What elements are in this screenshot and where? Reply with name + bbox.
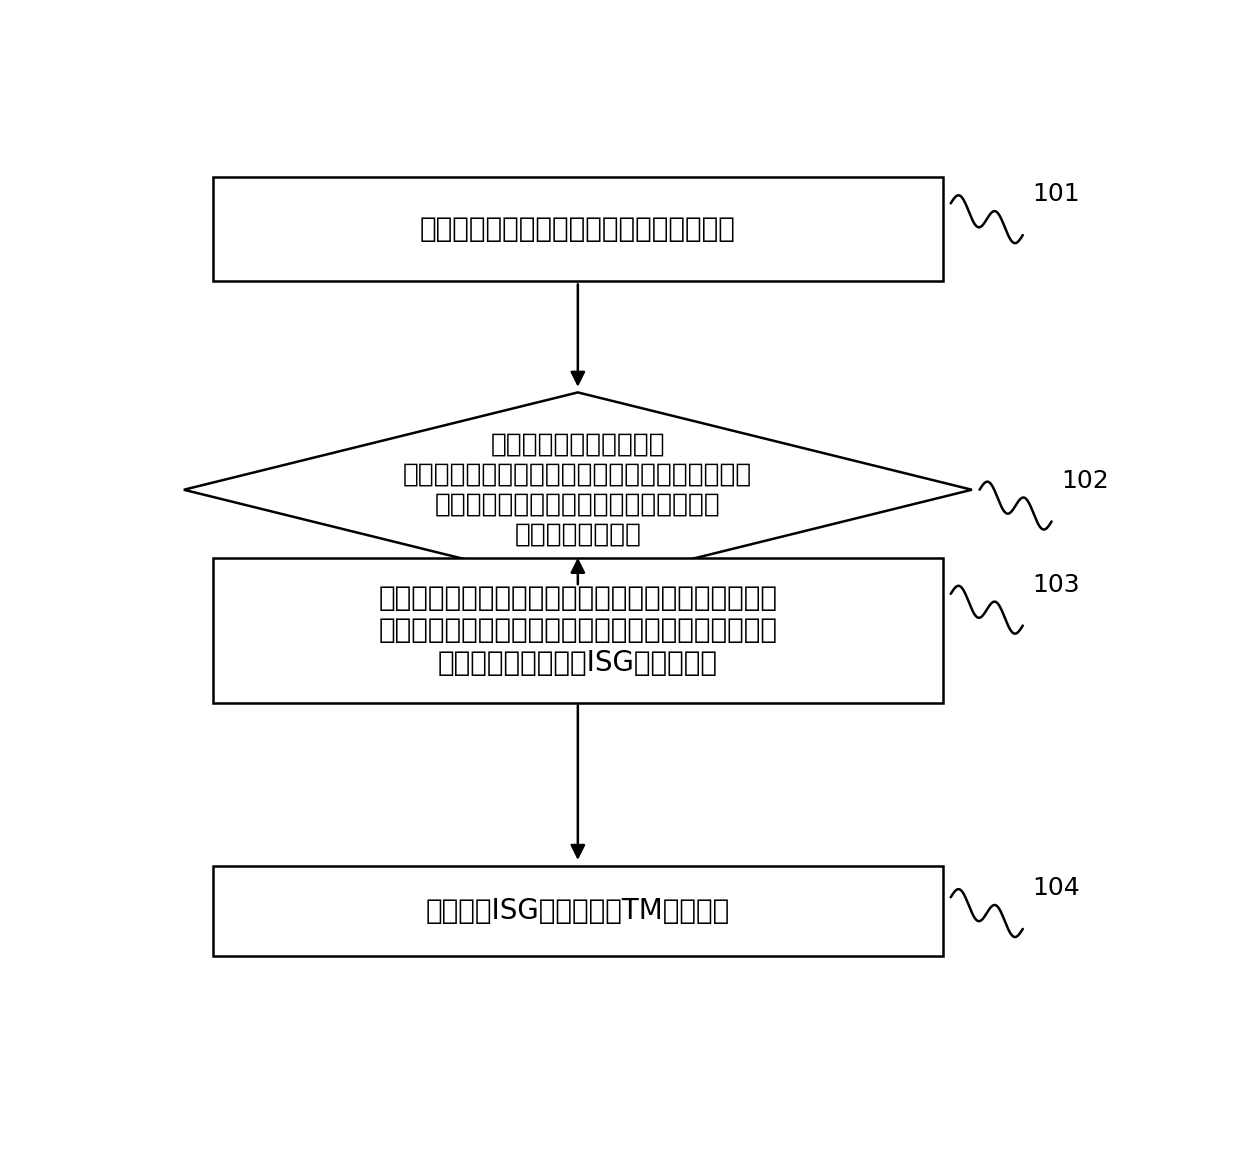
Text: 控制所述ISG发电机驱动TM驱动电机: 控制所述ISG发电机驱动TM驱动电机 [425,897,730,924]
FancyBboxPatch shape [213,178,944,281]
Polygon shape [184,393,972,587]
Text: 若所述动力电池当前温度下提供的功率无法满足车辆的
起步需求，且在所述动力电池温度小于温度阈值的情况
下，控制发动机带动ISG发动机发电: 若所述动力电池当前温度下提供的功率无法满足车辆的 起步需求，且在所述动力电池温度… [378,583,777,676]
Text: 101: 101 [1033,182,1080,206]
Text: 当接收到车辆的起步信号后，确定起步功率: 当接收到车辆的起步信号后，确定起步功率 [420,215,735,243]
Text: 102: 102 [1061,469,1109,493]
FancyBboxPatch shape [213,866,944,956]
Text: 103: 103 [1033,573,1080,597]
Text: 在所述动力电池的电量大
于预设的电量阈值的情况下，依据所述起步功率，
判断所述动力电池当前温度下提供的功率
是否满足起步需求: 在所述动力电池的电量大 于预设的电量阈值的情况下，依据所述起步功率， 判断所述动… [403,432,753,548]
Text: 104: 104 [1033,876,1080,900]
FancyBboxPatch shape [213,557,944,702]
